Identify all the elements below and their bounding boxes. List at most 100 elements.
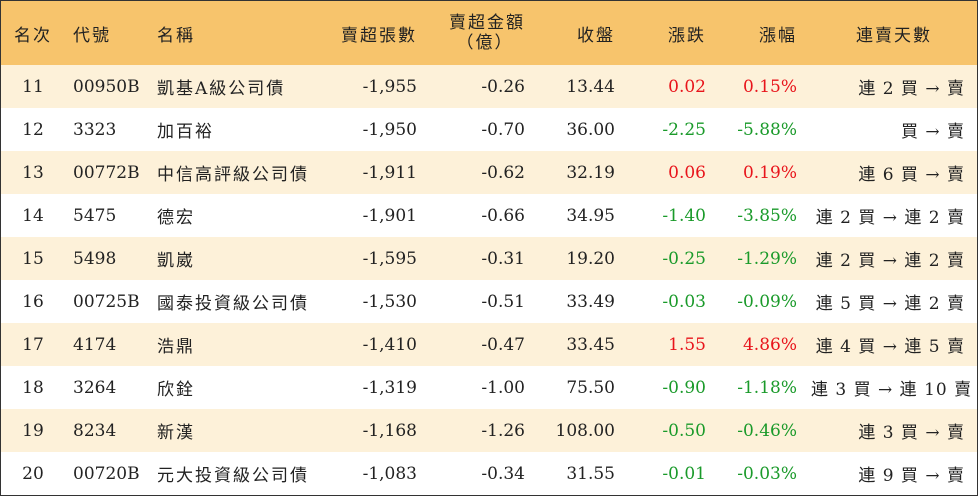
close-price-cell: 75.50: [566, 377, 615, 398]
table-row: 13 00772B 中信高評級公司債 -1,911 -0.62 32.19 0.06 0.19…: [1, 151, 977, 194]
change-cell: 0.06: [668, 162, 706, 183]
sell-amount-cell: -0.66: [481, 205, 525, 226]
name-cell: 欣銓: [157, 380, 195, 400]
change-cell: -0.90: [662, 377, 706, 398]
consecutive-days-cell: 連 2 買 → 賣: [858, 79, 965, 99]
change-pct-cell: -0.46%: [737, 420, 797, 441]
sell-volume-cell: -1,410: [362, 334, 417, 355]
consecutive-days-cell: 連 2 買 → 連 2 賣: [815, 251, 965, 271]
rank-cell: 11: [22, 76, 44, 97]
header-code: 代號: [73, 25, 111, 46]
sell-amount-cell: -0.31: [481, 248, 525, 269]
change-cell: -1.40: [662, 205, 706, 226]
change-pct-cell: 4.86%: [742, 334, 797, 355]
change-pct-cell: -5.88%: [737, 119, 797, 140]
close-price-cell: 108.00: [555, 420, 615, 441]
sell-volume-cell: -1,950: [362, 119, 417, 140]
change-cell: -2.25: [662, 119, 706, 140]
close-price-cell: 34.95: [566, 205, 615, 226]
sell-volume-cell: -1,319: [362, 377, 417, 398]
code-cell: 00950B: [73, 76, 140, 97]
change-pct-cell: 0.15%: [742, 76, 797, 97]
name-cell: 元大投資級公司債: [157, 466, 309, 486]
name-cell: 國泰投資級公司債: [157, 294, 309, 314]
header-sell-amount-line2: （億）: [456, 33, 514, 53]
header-sell-amount-line1: 賣超金額: [449, 13, 525, 33]
rank-cell: 17: [22, 334, 44, 355]
header-sell-volume: 賣超張數: [341, 25, 417, 46]
change-cell: -0.50: [662, 420, 706, 441]
table-row: 12 3323 加百裕 -1,950 -0.70 36.00 -2.25 -5.88% 買 → …: [1, 108, 977, 151]
change-pct-cell: -0.03%: [737, 463, 797, 484]
change-pct-cell: -1.18%: [737, 377, 797, 398]
name-cell: 凱崴: [157, 251, 195, 271]
close-price-cell: 31.55: [566, 463, 615, 484]
header-consecutive: 連賣天數: [856, 25, 932, 46]
sell-volume-cell: -1,168: [362, 420, 417, 441]
consecutive-days-cell: 連 3 買 → 賣: [858, 423, 965, 443]
consecutive-days-cell: 買 → 賣: [900, 122, 965, 142]
name-cell: 浩鼎: [157, 337, 195, 357]
close-price-cell: 19.20: [566, 248, 615, 269]
table-row: 14 5475 德宏 -1,901 -0.66 34.95 -1.40 -3.85% 連 2 買…: [1, 194, 977, 237]
header-name: 名稱: [157, 25, 195, 46]
table-row: 15 5498 凱崴 -1,595 -0.31 19.20 -0.25 -1.29% 連 2 買…: [1, 237, 977, 280]
sell-volume-cell: -1,911: [362, 162, 417, 183]
close-price-cell: 36.00: [566, 119, 615, 140]
table-row: 17 4174 浩鼎 -1,410 -0.47 33.45 1.55 4.86% 連 4 買 →…: [1, 323, 977, 366]
change-cell: 0.02: [668, 76, 706, 97]
rank-cell: 12: [22, 119, 44, 140]
close-price-cell: 33.45: [566, 334, 615, 355]
table-row: 16 00725B 國泰投資級公司債 -1,530 -0.51 33.49 -0.03 -0.…: [1, 280, 977, 323]
table-header-row: 名次 代號 名稱 賣超張數 賣超金額 （億） 收盤 漲跌 漲幅 連賣天數: [1, 1, 977, 65]
code-cell: 5498: [73, 248, 117, 269]
code-cell: 5475: [73, 205, 117, 226]
sell-volume-cell: -1,595: [362, 248, 417, 269]
header-rank: 名次: [14, 25, 52, 46]
rank-cell: 14: [22, 205, 44, 226]
name-cell: 加百裕: [157, 122, 214, 142]
change-pct-cell: -1.29%: [737, 248, 797, 269]
table-row: 20 00720B 元大投資級公司債 -1,083 -0.34 31.55 -0.01 -0.…: [1, 452, 977, 495]
sell-amount-cell: -1.26: [481, 420, 525, 441]
close-price-cell: 13.44: [566, 76, 615, 97]
code-cell: 00720B: [73, 463, 140, 484]
sell-amount-cell: -0.62: [481, 162, 525, 183]
change-pct-cell: 0.19%: [742, 162, 797, 183]
header-change: 漲跌: [668, 25, 706, 46]
sell-volume-cell: -1,530: [362, 291, 417, 312]
code-cell: 3323: [73, 119, 117, 140]
code-cell: 00772B: [73, 162, 140, 183]
sell-volume-cell: -1,083: [362, 463, 417, 484]
change-pct-cell: -0.09%: [737, 291, 797, 312]
header-sell-amount: 賣超金額 （億）: [431, 1, 539, 65]
header-close: 收盤: [577, 25, 615, 46]
header-change-pct: 漲幅: [759, 25, 797, 46]
close-price-cell: 32.19: [566, 162, 615, 183]
name-cell: 凱基A級公司債: [157, 79, 286, 99]
sell-amount-cell: -1.00: [481, 377, 525, 398]
code-cell: 8234: [73, 420, 117, 441]
table-row: 18 3264 欣銓 -1,319 -1.00 75.50 -0.90 -1.18% 連 3 買…: [1, 366, 977, 409]
sell-amount-cell: -0.34: [481, 463, 525, 484]
code-cell: 4174: [73, 334, 117, 355]
sell-amount-cell: -0.70: [481, 119, 525, 140]
code-cell: 00725B: [73, 291, 140, 312]
change-cell: -0.03: [662, 291, 706, 312]
sell-amount-cell: -0.26: [481, 76, 525, 97]
rank-cell: 15: [22, 248, 44, 269]
rank-cell: 20: [22, 463, 44, 484]
rank-cell: 18: [22, 377, 44, 398]
sell-amount-cell: -0.47: [481, 334, 525, 355]
table-row: 11 00950B 凱基A級公司債 -1,955 -0.26 13.44 0.02 0.15%…: [1, 65, 977, 108]
sell-volume-cell: -1,955: [362, 76, 417, 97]
name-cell: 新漢: [157, 423, 195, 443]
sell-amount-cell: -0.51: [481, 291, 525, 312]
rank-cell: 19: [22, 420, 44, 441]
name-cell: 中信高評級公司債: [157, 165, 309, 185]
rank-cell: 13: [22, 162, 44, 183]
table-row: 19 8234 新漢 -1,168 -1.26 108.00 -0.50 -0.46% 連 3 …: [1, 409, 977, 452]
sell-volume-cell: -1,901: [362, 205, 417, 226]
change-cell: -0.25: [662, 248, 706, 269]
